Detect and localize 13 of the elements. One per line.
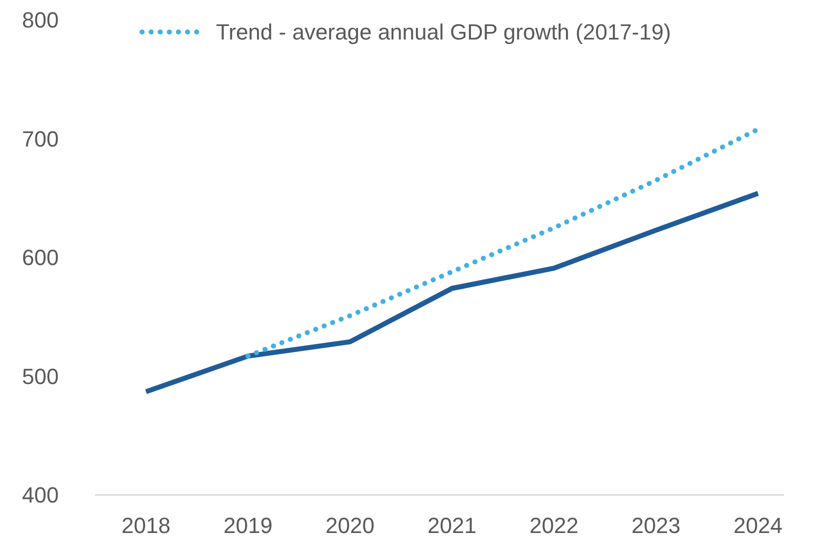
x-tick-label: 2019 <box>224 513 272 538</box>
y-tick-label: 400 <box>22 482 59 508</box>
y-tick-label: 800 <box>22 8 59 33</box>
y-tick-label: 700 <box>22 126 59 152</box>
x-tick-label: 2023 <box>632 513 680 538</box>
x-tick-label: 2022 <box>530 513 578 538</box>
y-tick-label: 600 <box>22 245 59 270</box>
x-tick-label: 2018 <box>122 513 170 538</box>
x-tick-label: 2020 <box>326 513 374 538</box>
x-tick-label: 2024 <box>734 513 782 538</box>
x-tick-label: 2021 <box>428 513 476 538</box>
y-tick-label: 500 <box>22 364 59 389</box>
legend-label: Trend - average annual GDP growth (2017-19) <box>216 20 671 45</box>
